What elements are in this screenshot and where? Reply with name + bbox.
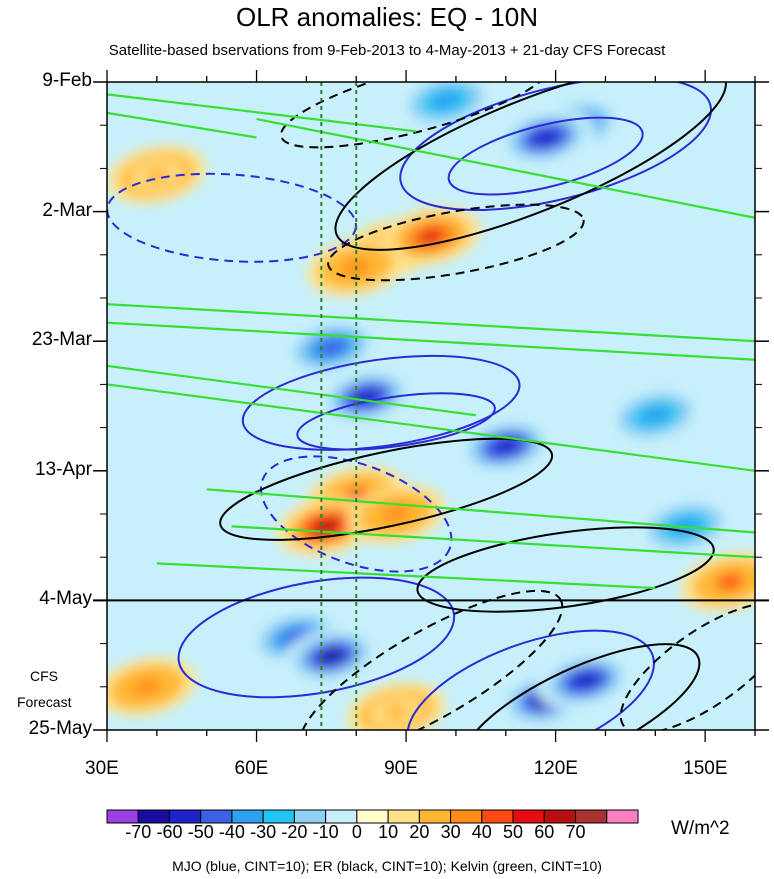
er-contour — [460, 643, 701, 730]
anomaly-blob — [492, 437, 520, 455]
colorbar-level-label: -20 — [281, 822, 308, 842]
colorbar-level-label: 70 — [565, 822, 586, 842]
colorbar-swatch — [606, 809, 639, 824]
anomaly-blob — [641, 407, 670, 424]
chart-subtitle: Satellite-based bservations from 9-Feb-2… — [108, 42, 666, 59]
kelvin-contour — [107, 364, 477, 417]
axes — [93, 70, 769, 742]
colorbar-units: W/m^2 — [671, 818, 730, 839]
y-tick-label: 25-May — [28, 718, 92, 739]
colorbar-level-label: 50 — [503, 822, 524, 842]
kelvin-contour — [107, 383, 755, 472]
kelvin-contour — [107, 303, 755, 343]
anomaly-blob — [417, 228, 445, 245]
colorbar — [106, 809, 639, 824]
mjo-contour — [177, 576, 456, 699]
anomaly-blob — [317, 339, 346, 356]
colorbar-level-label: -40 — [218, 822, 245, 842]
colorbar-level-label: 10 — [378, 822, 399, 842]
y-tick-label: 4-May — [39, 588, 92, 610]
colorbar-level-label: -10 — [312, 822, 339, 842]
forecast-label-cfs: CFS — [30, 668, 58, 684]
x-tick-label: 60E — [234, 758, 269, 779]
kelvin-contour — [107, 93, 417, 133]
colorbar-level-label: -30 — [250, 822, 277, 842]
mjo-contour — [406, 629, 655, 730]
er-contour — [334, 82, 727, 251]
y-tick-label: 9-Feb — [42, 70, 92, 91]
er-contour — [219, 437, 554, 541]
anomaly-blob — [571, 672, 600, 689]
y-tick-label: 2-Mar — [42, 199, 92, 221]
er-contour — [416, 526, 715, 613]
colorbar-level-label: 40 — [471, 822, 492, 842]
kelvin-contour — [107, 111, 257, 139]
anomaly-blob — [312, 518, 341, 535]
x-tick-label: 120E — [533, 758, 578, 779]
anomaly-blob — [716, 573, 744, 591]
anomaly-blob — [317, 647, 346, 665]
colorbar-level-label: -70 — [125, 822, 152, 842]
x-tick-label: 30E — [85, 758, 119, 779]
anomaly-blob — [382, 703, 410, 720]
x-tick-label: 90E — [384, 758, 418, 779]
mjo-contour — [260, 455, 453, 573]
colorbar-level-label: 60 — [534, 822, 555, 842]
anomaly-blob — [432, 92, 460, 109]
x-tick-label: 150E — [683, 758, 728, 779]
reference-lines — [320, 82, 358, 730]
anomaly-blob — [531, 129, 560, 146]
anomaly-blob — [133, 678, 161, 695]
y-tick-label: 23-Mar — [31, 329, 92, 351]
colorbar-level-label: 20 — [409, 822, 430, 842]
kelvin-contour — [156, 562, 656, 590]
er-contour — [619, 602, 755, 730]
contour-legend: MJO (blue, CINT=10); ER (black, CINT=10)… — [172, 858, 602, 874]
colorbar-level-label: -60 — [156, 822, 183, 842]
mjo-contour — [399, 82, 712, 211]
y-tick-label: 13-Apr — [34, 458, 92, 480]
chart-title: OLR anomalies: EQ - 10N — [235, 2, 538, 32]
mjo-contour — [296, 392, 496, 451]
forecast-label-forecast: Forecast — [17, 694, 72, 710]
kelvin-contour — [256, 117, 755, 219]
plot-frame — [106, 81, 756, 731]
kelvin-contour — [107, 321, 755, 361]
er-contour — [327, 203, 585, 282]
kelvin-contour — [231, 525, 755, 559]
kelvin-contour — [206, 488, 755, 534]
colorbar-level-label: -50 — [187, 822, 214, 842]
anomaly-blob — [143, 166, 171, 183]
colorbar-level-label: 30 — [440, 822, 461, 842]
mjo-contour — [241, 354, 521, 451]
anomaly-blob — [382, 505, 410, 523]
colorbar-level-label: 0 — [351, 822, 362, 842]
mjo-contour — [447, 116, 644, 196]
